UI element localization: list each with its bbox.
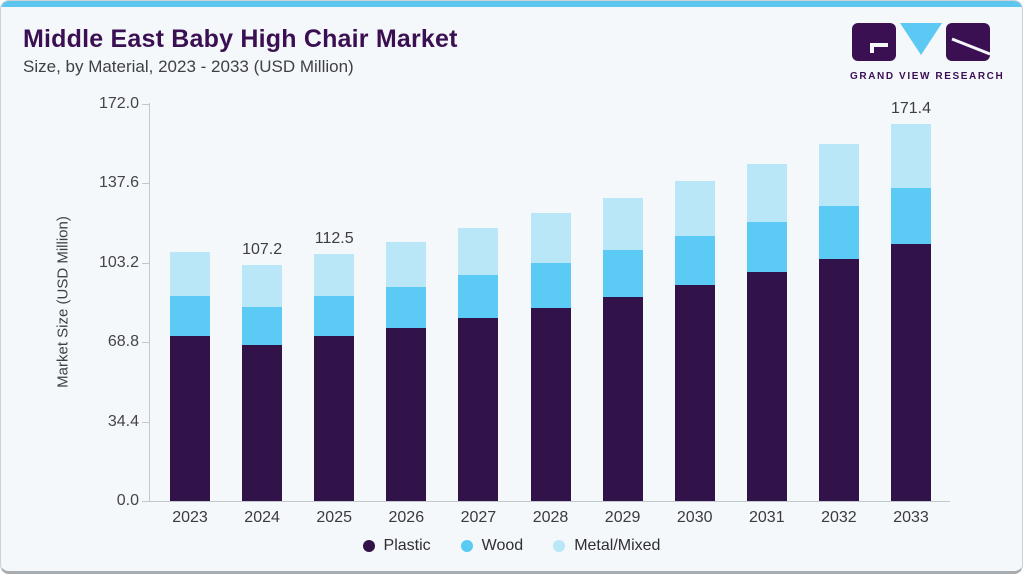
legend-label: Metal/Mixed <box>574 537 661 554</box>
bar-segment-plastic-2028 <box>530 308 571 501</box>
bar-segment-plastic-2023 <box>170 336 210 501</box>
legend-item-metal-mixed: Metal/Mixed <box>553 537 660 555</box>
bar-segment-metal-mixed-2029 <box>602 198 643 251</box>
bar-segment-metal-mixed-2030 <box>674 181 715 237</box>
y-tick-mark <box>142 501 149 502</box>
bar-segment-wood-2031 <box>746 222 787 273</box>
bar-segment-metal-mixed-2026 <box>386 241 427 288</box>
bar-segment-metal-mixed-2032 <box>818 144 859 206</box>
legend: Plastic Wood Metal/Mixed <box>1 537 1022 555</box>
accent-top-bar <box>1 1 1022 7</box>
x-tick-label-2033: 2033 <box>893 509 929 526</box>
bar-segment-plastic-2027 <box>458 317 499 501</box>
x-tick-label-2032: 2032 <box>821 509 857 526</box>
bar-segment-wood-2032 <box>818 205 859 259</box>
y-tick-label: 0.0 <box>116 492 139 509</box>
bar-segment-wood-2027 <box>458 275 499 318</box>
y-tick-mark <box>142 103 149 105</box>
x-tick-label-2023: 2023 <box>172 509 208 526</box>
bar-segment-plastic-2030 <box>674 284 715 501</box>
y-axis-line <box>149 103 150 501</box>
legend-dot-icon <box>460 540 473 552</box>
y-tick-mark <box>142 421 149 423</box>
y-tick-mark <box>142 262 149 264</box>
legend-label: Plastic <box>383 537 431 554</box>
x-tick-label-2030: 2030 <box>676 509 713 526</box>
x-tick-label-2028: 2028 <box>532 509 569 526</box>
x-tick-label-2031: 2031 <box>749 509 785 526</box>
bar-segment-metal-mixed-2027 <box>458 227 499 276</box>
x-tick-label-2027: 2027 <box>460 509 497 526</box>
bar-segment-wood-2033 <box>891 188 931 244</box>
bar-segment-wood-2029 <box>602 250 643 297</box>
gvr-logo-icon <box>852 23 991 61</box>
gvr-logo-text: GRAND VIEW RESEARCH <box>850 71 1005 82</box>
x-tick-label-2025: 2025 <box>316 509 352 526</box>
y-tick-label: 172.0 <box>98 94 139 112</box>
y-tick-label: 137.6 <box>98 174 139 191</box>
bar-segment-wood-2023 <box>170 296 210 336</box>
legend-label: Wood <box>481 537 524 554</box>
y-tick-mark <box>142 342 149 343</box>
x-tick-label-2024: 2024 <box>244 509 280 526</box>
bar-segment-plastic-2025 <box>314 336 355 501</box>
y-tick-label: 103.2 <box>98 253 139 271</box>
bar-value-label-2024: 107.2 <box>242 241 283 259</box>
bar-segment-wood-2026 <box>386 287 427 328</box>
bar-segment-wood-2025 <box>314 296 355 336</box>
bar-segment-metal-mixed-2028 <box>530 213 571 263</box>
legend-item-plastic: Plastic <box>362 537 431 555</box>
bar-segment-plastic-2033 <box>891 243 931 501</box>
bar-value-label-2033: 171.4 <box>890 99 932 117</box>
bar-segment-wood-2028 <box>530 262 571 309</box>
x-axis-line <box>149 501 950 502</box>
bar-segment-metal-mixed-2031 <box>746 163 787 223</box>
bar-segment-plastic-2026 <box>386 327 427 501</box>
bar-segment-metal-mixed-2024 <box>242 265 283 308</box>
bar-segment-metal-mixed-2023 <box>170 251 210 297</box>
bar-segment-metal-mixed-2025 <box>314 253 355 297</box>
legend-dot-icon <box>362 540 375 552</box>
bar-segment-wood-2024 <box>242 307 283 345</box>
y-tick-mark <box>142 183 149 184</box>
y-axis-title: Market Size (USD Million) <box>54 216 72 388</box>
bar-segment-metal-mixed-2033 <box>891 123 931 189</box>
x-tick-label-2026: 2026 <box>388 509 425 526</box>
bar-segment-wood-2030 <box>674 236 715 285</box>
legend-item-wood: Wood <box>460 537 524 555</box>
x-tick-label-2029: 2029 <box>604 509 641 526</box>
y-tick-label: 34.4 <box>107 412 139 430</box>
bar-segment-plastic-2031 <box>746 272 787 501</box>
y-tick-label: 68.8 <box>107 333 139 350</box>
bar-segment-plastic-2032 <box>818 258 859 501</box>
bar-segment-plastic-2024 <box>242 344 283 501</box>
legend-dot-icon <box>553 540 566 552</box>
gvr-logo: GRAND VIEW RESEARCH <box>850 23 1005 82</box>
bar-value-label-2025: 112.5 <box>314 229 354 247</box>
chart-subtitle: Size, by Material, 2023 - 2033 (USD Mill… <box>23 57 354 76</box>
bar-segment-plastic-2029 <box>602 296 643 501</box>
chart-title: Middle East Baby High Chair Market <box>23 25 458 53</box>
